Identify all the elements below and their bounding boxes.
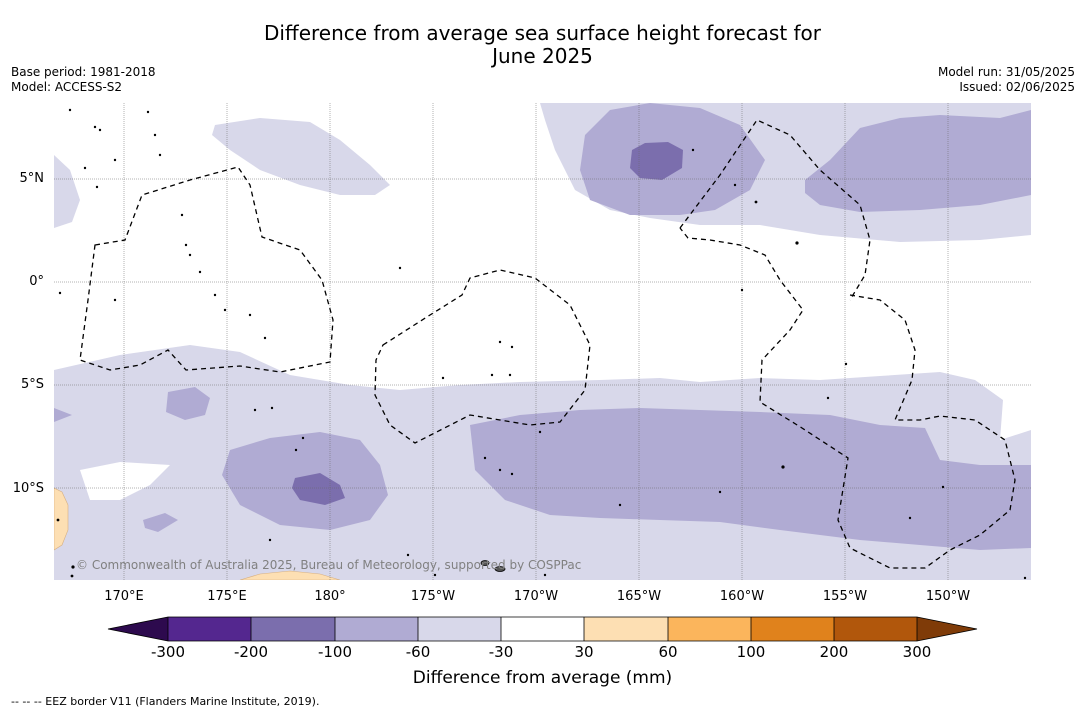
- lon-label-170e: 170°E: [104, 589, 144, 604]
- title-line-1: Difference from average sea surface heig…: [263, 21, 822, 45]
- map-panel: [54, 103, 1031, 580]
- lon-label-160w: 160°W: [719, 589, 765, 604]
- lon-label-180: 180°: [314, 589, 346, 604]
- colorbar-title: Difference from average (mm): [412, 668, 673, 688]
- colorbar-bin-9: [834, 617, 917, 641]
- colorbar-tick: 200: [819, 643, 849, 661]
- colorbar-bin-4: [418, 617, 501, 641]
- meta-right: Model run: 31/05/2025 Issued: 02/06/2025: [938, 65, 1075, 95]
- colorbar-bin-1: [168, 617, 251, 641]
- positive-anomaly-west: [54, 487, 69, 551]
- colorbar-tick: -300: [150, 643, 186, 661]
- lat-label-10s: 10°S: [12, 481, 44, 496]
- meta-left: Base period: 1981-2018 Model: ACCESS-S2: [11, 65, 156, 95]
- lat-label-0: 0°: [29, 274, 44, 289]
- model-name: Model: ACCESS-S2: [11, 80, 123, 94]
- colorbar-bin-3: [335, 617, 418, 641]
- lat-label-5s: 5°S: [20, 377, 44, 392]
- title-line-2: June 2025: [492, 44, 593, 68]
- anomaly-patch-small-1: [166, 387, 210, 420]
- eez-footnote: -- -- -- EEZ border V11 (Flanders Marine…: [11, 695, 320, 708]
- anomaly-band-south-medium: [470, 408, 1031, 550]
- colorbar-bin-7: [668, 617, 751, 641]
- colorbar-tick: -100: [317, 643, 353, 661]
- colorbar-bin-6: [584, 617, 668, 641]
- lat-label-5n: 5°N: [19, 171, 45, 186]
- anomaly-core-north: [630, 142, 683, 180]
- lon-label-175e: 175°E: [207, 589, 247, 604]
- colorbar: [107, 616, 978, 642]
- colorbar-max-extension: [917, 617, 977, 641]
- colorbar-tick: 60: [658, 643, 678, 661]
- colorbar-min-extension: [108, 617, 168, 641]
- colorbar-tick: -200: [233, 643, 269, 661]
- eez-borders: [79, 119, 1016, 569]
- issued-date: Issued: 02/06/2025: [959, 80, 1075, 94]
- lon-label-150w: 150°W: [925, 589, 971, 604]
- positive-anomaly-south: [239, 570, 341, 580]
- colorbar-bin-8: [751, 617, 834, 641]
- copyright-notice: © Commonwealth of Australia 2025, Bureau…: [76, 558, 582, 572]
- lon-label-170w: 170°W: [513, 589, 559, 604]
- map-title: Difference from average sea surface heig…: [0, 22, 1085, 68]
- anomaly-patch-north-west: [212, 118, 390, 195]
- neutral-patch-south: [80, 462, 170, 500]
- neutral-patch-south-east: [1020, 378, 1031, 425]
- lon-label-175w: 175°W: [410, 589, 456, 604]
- anomaly-patch-far-west: [54, 155, 80, 228]
- lon-label-155w: 155°W: [822, 589, 868, 604]
- colorbar-tick: -30: [488, 643, 514, 661]
- anomaly-patch-small-2: [143, 513, 178, 532]
- islands: [56, 108, 1027, 580]
- model-run: Model run: 31/05/2025: [937, 65, 1075, 79]
- anomaly-band-north-east-medium: [805, 110, 1031, 212]
- colorbar-tick: -60: [405, 643, 431, 661]
- anomaly-patch-small-3: [54, 408, 72, 422]
- graticule: [54, 103, 1031, 580]
- colorbar-bin-5: [501, 617, 584, 641]
- colorbar-bin-2: [251, 617, 335, 641]
- lon-label-165w: 165°W: [616, 589, 662, 604]
- colorbar-tick: 300: [902, 643, 932, 661]
- colorbar-tick: 30: [574, 643, 594, 661]
- anomaly-core-south: [292, 473, 345, 505]
- colorbar-tick: 100: [736, 643, 766, 661]
- base-period: Base period: 1981-2018: [11, 65, 156, 79]
